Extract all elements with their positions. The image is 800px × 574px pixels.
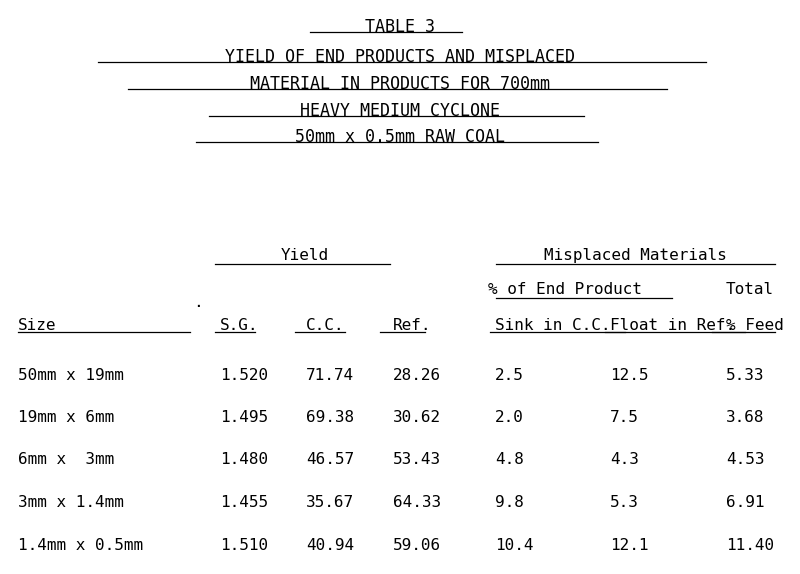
Text: 10.4: 10.4 bbox=[495, 538, 534, 553]
Text: 2.5: 2.5 bbox=[495, 368, 524, 383]
Text: 28.26: 28.26 bbox=[393, 368, 441, 383]
Text: .: . bbox=[193, 295, 203, 310]
Text: 1.495: 1.495 bbox=[220, 410, 268, 425]
Text: 6mm x  3mm: 6mm x 3mm bbox=[18, 452, 114, 467]
Text: 1.480: 1.480 bbox=[220, 452, 268, 467]
Text: 50mm x 19mm: 50mm x 19mm bbox=[18, 368, 124, 383]
Text: 4.53: 4.53 bbox=[726, 452, 765, 467]
Text: HEAVY MEDIUM CYCLONE: HEAVY MEDIUM CYCLONE bbox=[300, 102, 500, 120]
Text: 1.455: 1.455 bbox=[220, 495, 268, 510]
Text: Misplaced Materials: Misplaced Materials bbox=[543, 248, 726, 263]
Text: 1.4mm x 0.5mm: 1.4mm x 0.5mm bbox=[18, 538, 143, 553]
Text: 71.74: 71.74 bbox=[306, 368, 354, 383]
Text: 59.06: 59.06 bbox=[393, 538, 441, 553]
Text: C.C.: C.C. bbox=[306, 318, 345, 333]
Text: 12.1: 12.1 bbox=[610, 538, 649, 553]
Text: 5.33: 5.33 bbox=[726, 368, 765, 383]
Text: 40.94: 40.94 bbox=[306, 538, 354, 553]
Text: 12.5: 12.5 bbox=[610, 368, 649, 383]
Text: % Feed: % Feed bbox=[726, 318, 784, 333]
Text: 3.68: 3.68 bbox=[726, 410, 765, 425]
Text: 1.520: 1.520 bbox=[220, 368, 268, 383]
Text: YIELD OF END PRODUCTS AND MISPLACED: YIELD OF END PRODUCTS AND MISPLACED bbox=[225, 48, 575, 66]
Text: MATERIAL IN PRODUCTS FOR 700mm: MATERIAL IN PRODUCTS FOR 700mm bbox=[250, 75, 550, 93]
Text: Total: Total bbox=[726, 282, 774, 297]
Text: 7.5: 7.5 bbox=[610, 410, 639, 425]
Text: 35.67: 35.67 bbox=[306, 495, 354, 510]
Text: 2.0: 2.0 bbox=[495, 410, 524, 425]
Text: Sink in C.C.: Sink in C.C. bbox=[495, 318, 610, 333]
Text: 1.510: 1.510 bbox=[220, 538, 268, 553]
Text: 6.91: 6.91 bbox=[726, 495, 765, 510]
Text: S.G.: S.G. bbox=[220, 318, 258, 333]
Text: 53.43: 53.43 bbox=[393, 452, 441, 467]
Text: 19mm x 6mm: 19mm x 6mm bbox=[18, 410, 114, 425]
Text: 4.3: 4.3 bbox=[610, 452, 639, 467]
Text: Ref.: Ref. bbox=[393, 318, 431, 333]
Text: TABLE 3: TABLE 3 bbox=[365, 18, 435, 36]
Text: 69.38: 69.38 bbox=[306, 410, 354, 425]
Text: 11.40: 11.40 bbox=[726, 538, 774, 553]
Text: 50mm x 0.5mm RAW COAL: 50mm x 0.5mm RAW COAL bbox=[295, 128, 505, 146]
Text: Float in Ref.: Float in Ref. bbox=[610, 318, 735, 333]
Text: 3mm x 1.4mm: 3mm x 1.4mm bbox=[18, 495, 124, 510]
Text: 9.8: 9.8 bbox=[495, 495, 524, 510]
Text: 4.8: 4.8 bbox=[495, 452, 524, 467]
Text: 64.33: 64.33 bbox=[393, 495, 441, 510]
Text: Yield: Yield bbox=[281, 248, 329, 263]
Text: % of End Product: % of End Product bbox=[488, 282, 642, 297]
Text: Size: Size bbox=[18, 318, 57, 333]
Text: 5.3: 5.3 bbox=[610, 495, 639, 510]
Text: 46.57: 46.57 bbox=[306, 452, 354, 467]
Text: 30.62: 30.62 bbox=[393, 410, 441, 425]
